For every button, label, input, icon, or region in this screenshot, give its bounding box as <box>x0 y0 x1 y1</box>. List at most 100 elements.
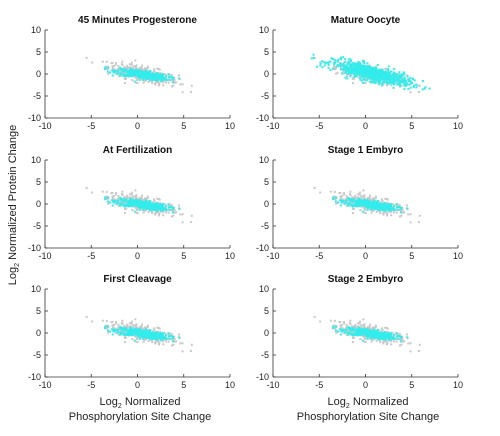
point-highlight <box>362 71 365 74</box>
point-highlight <box>375 68 378 71</box>
point-highlight <box>134 331 137 334</box>
point-background <box>349 193 352 196</box>
point-background <box>345 74 348 77</box>
point-highlight <box>132 202 135 205</box>
point-highlight <box>361 65 364 68</box>
point-highlight <box>132 74 135 77</box>
point-highlight <box>348 68 351 71</box>
point-highlight <box>406 207 409 210</box>
point-background <box>135 66 138 69</box>
point-background <box>363 207 366 210</box>
point-highlight <box>387 332 390 335</box>
point-background <box>167 211 170 214</box>
point-highlight <box>143 334 146 337</box>
point-highlight <box>119 203 122 206</box>
x-axis-label-left-main: Log <box>100 396 118 408</box>
point-highlight <box>393 71 396 74</box>
x-tick-label: 10 <box>225 121 235 131</box>
y-tick-label: 5 <box>36 306 41 316</box>
point-highlight <box>378 203 381 206</box>
x-tick-label: 5 <box>409 380 414 390</box>
x-tick-label: 5 <box>181 121 186 131</box>
point-highlight <box>159 332 162 335</box>
point-background <box>181 83 184 86</box>
point-background <box>164 211 167 214</box>
point-background <box>167 81 170 84</box>
x-tick-label: -5 <box>87 380 95 390</box>
point-background <box>114 72 117 75</box>
point-background <box>170 74 173 77</box>
point-highlight <box>159 207 162 210</box>
point-highlight <box>389 81 392 84</box>
point-background <box>173 79 176 82</box>
point-background <box>177 74 180 77</box>
point-highlight <box>396 83 399 86</box>
point-background <box>348 73 351 76</box>
point-background <box>358 191 361 194</box>
point-background <box>379 212 382 215</box>
point-highlight <box>138 74 141 77</box>
point-background <box>139 325 142 328</box>
point-highlight <box>423 87 426 90</box>
point-background <box>342 192 345 195</box>
point-highlight <box>155 79 158 82</box>
point-highlight <box>365 67 368 70</box>
point-highlight <box>336 65 339 68</box>
point-highlight <box>387 65 390 68</box>
point-highlight <box>355 65 358 68</box>
point-highlight <box>140 202 143 205</box>
point-background <box>364 340 367 343</box>
point-highlight <box>373 79 376 82</box>
point-highlight <box>137 73 140 76</box>
point-background <box>339 324 342 327</box>
point-highlight <box>376 64 379 67</box>
point-background <box>387 209 390 212</box>
point-highlight <box>332 67 335 70</box>
point-background <box>171 205 174 208</box>
point-highlight <box>388 73 391 76</box>
point-highlight <box>388 203 391 206</box>
point-highlight <box>351 205 354 208</box>
point-highlight <box>117 199 120 202</box>
point-background <box>368 327 371 330</box>
point-background <box>353 207 356 210</box>
point-background <box>150 339 153 342</box>
point-background <box>158 212 161 215</box>
point-background <box>136 78 139 81</box>
point-background <box>101 319 104 322</box>
point-background <box>190 84 193 87</box>
point-highlight <box>387 69 390 72</box>
point-background <box>162 84 165 87</box>
point-highlight <box>141 75 144 78</box>
point-background <box>367 325 370 328</box>
point-background <box>124 66 127 69</box>
point-background <box>162 80 165 83</box>
point-background <box>107 202 110 205</box>
point-highlight <box>353 75 356 78</box>
point-background <box>115 200 118 203</box>
point-highlight <box>160 204 163 207</box>
point-highlight <box>361 75 364 78</box>
point-background <box>115 63 118 66</box>
point-background <box>146 67 149 70</box>
point-highlight <box>112 328 115 331</box>
point-background <box>130 191 133 194</box>
point-highlight <box>407 87 410 90</box>
point-highlight <box>382 78 385 81</box>
point-background <box>339 320 342 323</box>
point-highlight <box>334 329 337 332</box>
point-background <box>351 196 354 199</box>
point-background <box>105 190 108 193</box>
point-highlight <box>367 67 370 70</box>
point-background <box>333 190 336 193</box>
point-highlight <box>161 205 164 208</box>
point-highlight <box>148 79 151 82</box>
point-background <box>135 81 138 84</box>
point-highlight <box>142 71 145 74</box>
point-highlight <box>126 201 129 204</box>
point-background <box>154 212 157 215</box>
point-background <box>125 77 128 80</box>
point-highlight <box>121 329 124 332</box>
point-highlight <box>129 67 132 70</box>
